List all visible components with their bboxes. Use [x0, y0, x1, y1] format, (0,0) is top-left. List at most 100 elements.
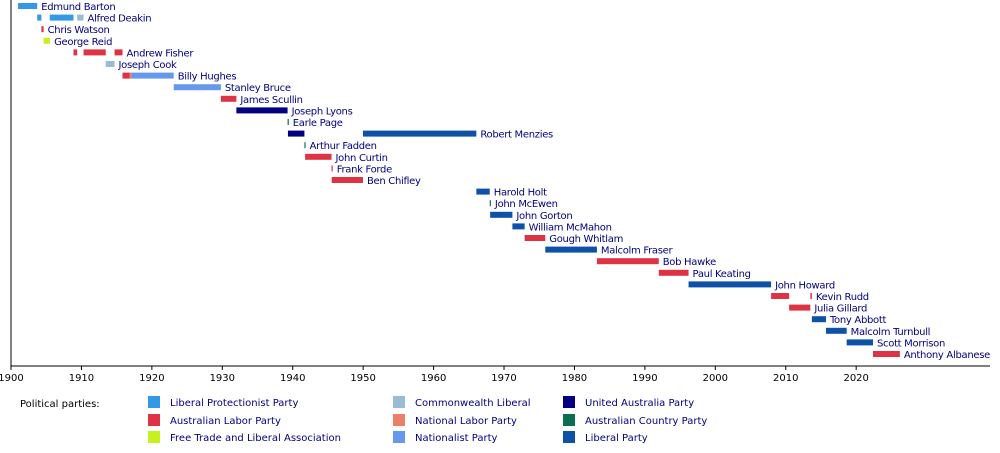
pm-label: Joseph Lyons — [291, 106, 353, 117]
term-bar — [490, 211, 513, 218]
legend-label: Free Trade and Liberal Association — [170, 433, 341, 444]
legend-swatch — [393, 396, 405, 408]
x-tick-label: 1950 — [350, 373, 375, 384]
pm-label: Bob Hawke — [663, 257, 716, 268]
pm-label: Billy Hughes — [178, 72, 237, 83]
legend-title: Political parties: — [20, 399, 100, 410]
legend-swatch — [563, 396, 575, 408]
legend-label: United Australia Party — [585, 398, 694, 409]
term-bar — [811, 316, 826, 323]
term-bar — [114, 49, 123, 56]
term-bar — [476, 188, 490, 195]
pm-label: Julia Gillard — [813, 304, 867, 315]
term-bar — [688, 281, 772, 288]
term-bar — [362, 130, 477, 137]
pm-label: Arthur Fadden — [310, 141, 377, 152]
pm-label: Robert Menzies — [480, 130, 553, 141]
pm-label: James Scullin — [239, 95, 302, 106]
x-tick-label: 1910 — [69, 373, 94, 384]
pm-label: Chris Watson — [48, 25, 110, 36]
pm-label: Ben Chifley — [367, 176, 421, 187]
term-bar — [545, 246, 597, 253]
term-bar — [825, 327, 847, 334]
x-tick-label: 1990 — [632, 373, 657, 384]
pm-label: William McMahon — [529, 222, 612, 233]
x-tick-label: 2010 — [773, 373, 798, 384]
pm-label: Earle Page — [293, 118, 343, 129]
pm-label: Harold Holt — [494, 188, 547, 199]
x-tick-label: 1930 — [210, 373, 235, 384]
pm-label: George Reid — [54, 37, 112, 48]
pm-label: Malcolm Fraser — [601, 246, 674, 257]
term-bar — [596, 258, 659, 265]
x-tick-label: 1920 — [139, 373, 164, 384]
pm-label: John Gorton — [515, 211, 572, 222]
term-bar — [771, 293, 790, 299]
x-tick-label: 1900 — [0, 373, 24, 384]
pm-label: Tony Abbott — [829, 315, 887, 326]
term-bar — [512, 223, 525, 230]
term-bar — [331, 177, 363, 183]
pm-label: Joseph Cook — [118, 60, 178, 71]
term-bar — [489, 200, 491, 207]
x-tick-label: 2000 — [703, 373, 728, 384]
term-bar — [41, 26, 44, 33]
legend-swatch — [393, 414, 405, 426]
legend-swatch — [563, 414, 575, 426]
x-tick-label: 2020 — [843, 373, 868, 384]
legend-label: National Labor Party — [415, 416, 517, 427]
pm-label: Anthony Albanese — [904, 350, 990, 361]
pm-label: Frank Forde — [337, 164, 392, 175]
term-bar — [220, 95, 237, 102]
term-bar — [173, 84, 221, 91]
pm-label: Stanley Bruce — [225, 83, 291, 94]
legend-swatch — [148, 396, 160, 408]
legend-label: Liberal Party — [585, 433, 648, 444]
term-bar — [43, 37, 51, 44]
x-tick-label: 1960 — [421, 373, 446, 384]
term-bar — [287, 130, 305, 137]
pm-label: John McEwen — [494, 199, 558, 210]
x-tick-label: 1980 — [562, 373, 587, 384]
legend-swatch — [148, 431, 160, 443]
pm-label: Kevin Rudd — [816, 292, 869, 303]
term-bar — [37, 14, 42, 21]
x-tick-label: 1970 — [491, 373, 516, 384]
term-bar — [49, 14, 74, 21]
pm-label: John Howard — [774, 280, 835, 291]
term-bar — [287, 119, 289, 125]
pm-label: Scott Morrison — [877, 338, 945, 349]
term-bar — [304, 142, 306, 149]
term-bar — [524, 235, 546, 241]
term-bar — [789, 304, 811, 311]
term-bar — [122, 72, 130, 79]
legend-label: Australian Country Party — [585, 416, 707, 427]
legend-swatch — [563, 431, 575, 443]
x-tick-label: 1940 — [280, 373, 305, 384]
legend-label: Commonwealth Liberal — [415, 398, 531, 409]
term-bar — [846, 339, 874, 346]
pm-label: Andrew Fisher — [126, 48, 194, 59]
pm-label: Malcolm Turnbull — [851, 327, 931, 338]
term-bar — [236, 107, 288, 114]
term-bar — [658, 269, 689, 276]
legend-swatch — [393, 431, 405, 443]
legend-label: Liberal Protectionist Party — [170, 398, 298, 409]
term-bar — [73, 49, 78, 56]
pm-label: Alfred Deakin — [88, 14, 152, 25]
term-bar — [331, 165, 333, 172]
pm-label: John Curtin — [335, 153, 388, 164]
legend-label: Australian Labor Party — [170, 416, 281, 427]
term-bar — [83, 49, 106, 56]
term-bar — [131, 72, 174, 79]
term-bar — [305, 153, 332, 160]
term-bar — [18, 3, 38, 9]
pm-label: Gough Whitlam — [549, 234, 623, 245]
term-bar — [105, 61, 115, 67]
term-bar — [873, 351, 900, 357]
legend-swatch — [148, 414, 160, 426]
term-bar — [810, 293, 812, 299]
pm-label: Edmund Barton — [41, 2, 115, 13]
term-bar — [129, 72, 132, 79]
